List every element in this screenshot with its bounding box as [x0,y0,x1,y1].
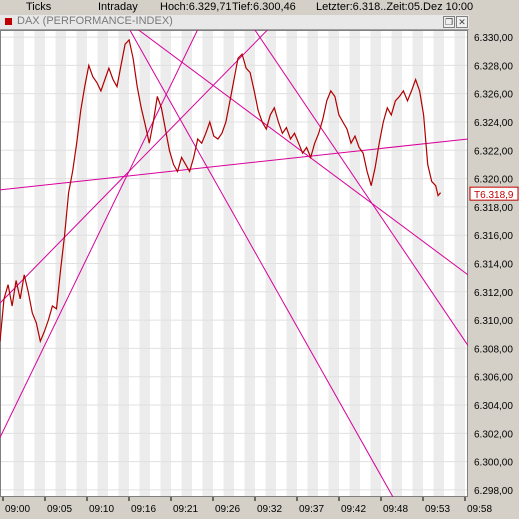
high-value: Hoch:6.329,71 [160,1,232,13]
y-tick-label: 6.330,00 [474,33,513,44]
x-tick-label: 09:53 [425,504,450,515]
x-tick-label: 09:00 [5,504,30,515]
y-tick-label: 6.302,00 [474,429,513,440]
chart-titlebar: DAX (PERFORMANCE-INDEX) ❐ ✕ [0,15,469,30]
x-tick-label: 09:16 [131,504,156,515]
last-value-label: T6.318,9 [474,190,514,201]
y-tick-label: 6.298,00 [474,486,513,497]
trend-line[interactable] [129,23,468,276]
x-axis-band [0,497,519,519]
y-tick-label: 6.328,00 [474,61,513,72]
y-tick-label: 6.326,00 [474,90,513,101]
low-value: Tief:6.300,46 [232,1,296,13]
intraday-label[interactable]: Intraday [98,1,138,13]
y-tick-label: 6.322,00 [474,146,513,157]
x-tick-label: 09:58 [467,504,492,515]
x-tick-label: 09:32 [257,504,282,515]
trend-line[interactable] [250,23,468,346]
trend-line[interactable] [0,23,274,304]
price-series-line [0,38,442,344]
y-tick-label: 6.300,00 [474,458,513,469]
y-tick-label: 6.310,00 [474,316,513,327]
chart-toolbar: Ticks Intraday Hoch:6.329,71 Tief:6.300,… [0,0,519,15]
chart-title: DAX (PERFORMANCE-INDEX) [17,15,173,27]
close-button[interactable]: ✕ [456,16,468,28]
series-color-icon [5,18,12,25]
trend-line[interactable] [0,138,468,191]
last-value: Letzter:6.318..Zeit:05.Dez 10:00 [316,1,474,13]
x-tick-label: 09:48 [383,504,408,515]
y-tick-label: 6.306,00 [474,373,513,384]
x-tick-label: 09:37 [299,504,324,515]
y-tick-label: 6.316,00 [474,231,513,242]
ticks-label[interactable]: Ticks [26,1,52,13]
y-tick-label: 6.314,00 [474,260,513,271]
restore-button[interactable]: ❐ [443,16,455,28]
x-tick-label: 09:10 [89,504,114,515]
x-tick-label: 09:26 [215,504,240,515]
y-tick-label: 6.320,00 [474,175,513,186]
y-tick-label: 6.304,00 [474,401,513,412]
plot-frame [0,30,468,497]
x-tick-label: 09:21 [173,504,198,515]
trend-line[interactable] [0,23,201,438]
x-tick-label: 09:42 [341,504,366,515]
y-tick-label: 6.318,00 [474,203,513,214]
trend-line[interactable] [126,23,394,497]
x-tick-label: 09:05 [47,504,72,515]
y-tick-label: 6.308,00 [474,344,513,355]
y-tick-label: 6.312,00 [474,288,513,299]
y-tick-label: 6.324,00 [474,118,513,129]
last-value-box [469,186,519,201]
